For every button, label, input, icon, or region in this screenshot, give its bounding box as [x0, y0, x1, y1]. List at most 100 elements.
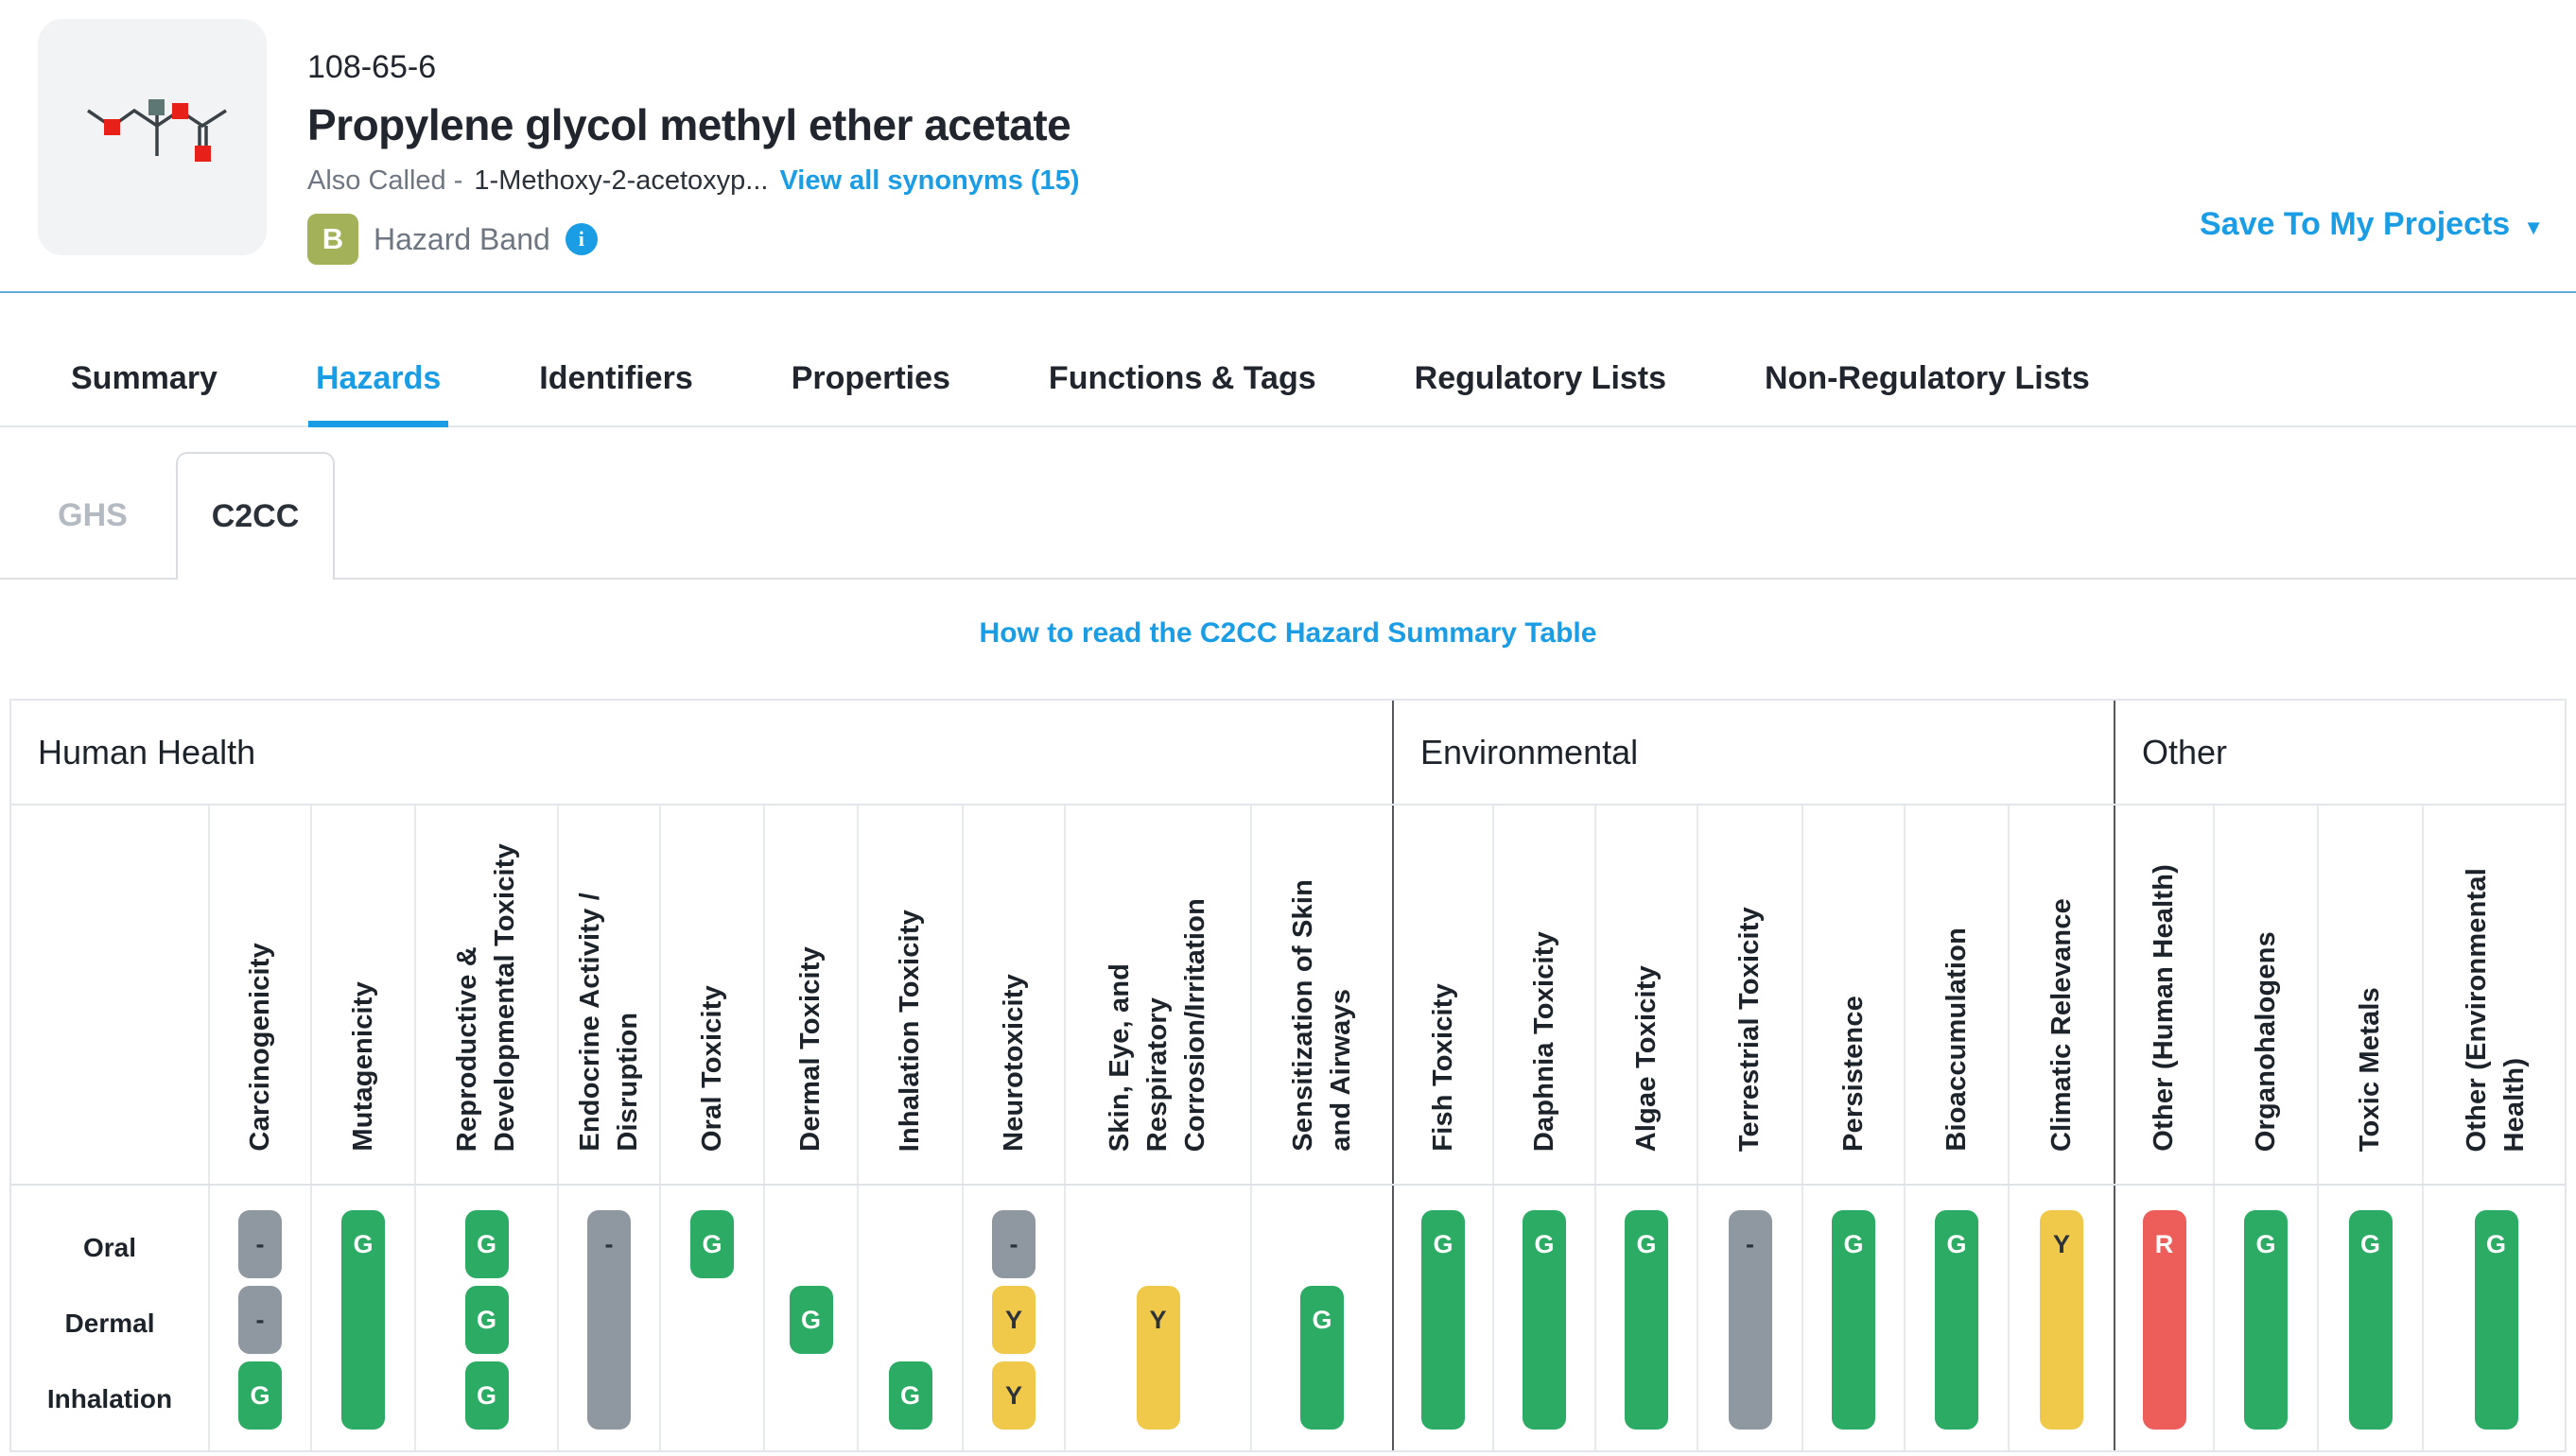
table-section-header-row: Human Health Environmental Other [11, 701, 2565, 806]
hazard-badge-y: Y [1136, 1286, 1180, 1430]
also-called-value: 1-Methoxy-2-acetoxyp... [474, 165, 769, 196]
hazard-badge-value: G [1433, 1229, 1453, 1258]
column-header: Bioaccumulation [1904, 806, 2008, 1184]
column-header-label: Terrestrial Toxicity [1734, 906, 1766, 1152]
hazard-badge-value: G [476, 1229, 496, 1258]
subtab-ghs[interactable]: GHS [58, 497, 128, 533]
table-column-header-row: Carcinogenicity Mutagenicity Reproductive … [11, 806, 2565, 1186]
hazard-badge-g: G [789, 1286, 833, 1354]
howto-row: How to read the C2CC Hazard Summary Tabl… [0, 617, 2576, 672]
hazard-badge-value: G [1946, 1229, 1967, 1258]
hazard-badge-g: G [1935, 1210, 1978, 1430]
hazard-badge-value: G [1843, 1229, 1864, 1258]
hazard-badge-value: Y [2052, 1229, 2070, 1258]
hazard-column-cells: G [857, 1186, 962, 1450]
column-header-label: Mutagenicity [347, 981, 378, 1152]
column-header-label: Skin, Eye, and Respiratory Corrosion/Irr… [1105, 897, 1211, 1152]
hazard-band-badge: B [307, 214, 358, 265]
hazard-badge-value: G [1312, 1305, 1332, 1334]
header-spacer-cell [11, 806, 208, 1184]
column-header-label: Organohalogens [2250, 930, 2281, 1152]
hazard-column-cells: Y [2008, 1186, 2114, 1450]
column-header: Oral Toxicity [659, 806, 763, 1184]
hazard-badge-value: G [899, 1380, 920, 1410]
column-header-label: Daphnia Toxicity [1528, 930, 1559, 1152]
column-header: Mutagenicity [310, 806, 414, 1184]
hazard-badge-y: Y [2040, 1210, 2083, 1430]
tab-functions-tags[interactable]: Functions & Tags [1048, 360, 1316, 396]
cas-number: 108-65-6 [307, 49, 437, 85]
table-data-rows: Oral Dermal Inhalation - - G G G G G - G G G - Y Y Y G G G G -… [11, 1186, 2565, 1450]
view-all-synonyms-link[interactable]: View all synonyms (15) [779, 165, 1080, 196]
hazard-badge-g: G [690, 1210, 734, 1278]
hazard-badge-value: R [2154, 1229, 2174, 1258]
hazard-badge-na: - [587, 1210, 631, 1430]
hazard-badge-value: - [255, 1305, 265, 1334]
howto-read-table-link[interactable]: How to read the C2CC Hazard Summary Tabl… [979, 617, 1597, 649]
hazard-badge-value: G [702, 1229, 722, 1258]
hazard-badge-value: Y [1149, 1305, 1167, 1334]
hazard-badge-g: G [464, 1286, 509, 1354]
hazard-badge-g: G [2474, 1210, 2518, 1430]
hazard-badge-r: R [2142, 1210, 2186, 1430]
tab-hazards[interactable]: Hazards [307, 360, 449, 427]
hazard-column-cells: - [1697, 1186, 1801, 1450]
save-to-my-projects-button[interactable]: Save To My Projects ▼ [2200, 206, 2544, 243]
column-header-label: Climatic Relevance [2045, 898, 2077, 1152]
section-header-other: Other [2114, 701, 2568, 804]
caret-down-icon: ▼ [2523, 215, 2544, 239]
column-header: Sensitization of Skin and Airways [1250, 806, 1392, 1184]
column-header: Fish Toxicity [1392, 806, 1492, 1184]
tab-regulatory-lists[interactable]: Regulatory Lists [1414, 360, 1667, 396]
hazard-badge-g: G [1523, 1210, 1566, 1430]
hazard-column-cells: G [1250, 1186, 1392, 1450]
hazard-badge-na: - [238, 1286, 282, 1354]
tab-identifiers[interactable]: Identifiers [539, 360, 693, 396]
hazard-badge-value: G [353, 1229, 374, 1258]
column-header: Daphnia Toxicity [1492, 806, 1594, 1184]
hazard-badge-g: G [238, 1361, 282, 1430]
hazard-badge-g: G [464, 1210, 509, 1278]
column-header: Carcinogenicity [208, 806, 310, 1184]
tab-properties[interactable]: Properties [791, 360, 950, 396]
hazard-column-cells: G [2317, 1186, 2422, 1450]
row-label-inhalation: Inhalation [46, 1384, 173, 1413]
hazard-badge-g: G [2348, 1210, 2393, 1430]
hazard-badge-value: G [1636, 1229, 1657, 1258]
hazard-column-cells: Y [1064, 1186, 1250, 1450]
column-header-label: Neurotoxicity [998, 974, 1029, 1152]
row-label-oral: Oral [82, 1233, 137, 1262]
column-header-label: Oral Toxicity [696, 984, 727, 1152]
hazard-badge-g: G [341, 1210, 385, 1430]
hazard-band-row: B Hazard Band i [307, 214, 1079, 265]
column-header: Organohalogens [2213, 806, 2317, 1184]
molecule-structure-image [38, 19, 267, 255]
hazard-column-cells: - - G [208, 1186, 310, 1450]
hazard-column-cells: G [1801, 1186, 1904, 1450]
hazard-badge-na: - [992, 1210, 1036, 1278]
hazard-column-cells: - Y Y [962, 1186, 1064, 1450]
hazard-badge-value: G [2485, 1229, 2506, 1258]
hazard-badge-g: G [2244, 1210, 2288, 1430]
column-header: Other (Environmental Health) [2422, 806, 2568, 1184]
hazard-column-cells: G [1904, 1186, 2008, 1450]
hazard-badge-g: G [1832, 1210, 1875, 1430]
subtab-c2cc[interactable]: C2CC [176, 452, 335, 580]
also-called-row: Also Called - 1-Methoxy-2-acetoxyp... Vi… [307, 165, 1079, 197]
hazard-badge-na: - [238, 1210, 282, 1278]
chemical-header: 108-65-6 Propylene glycol methyl ether a… [0, 0, 2576, 293]
column-header: Skin, Eye, and Respiratory Corrosion/Irr… [1064, 806, 1250, 1184]
hazard-badge-value: - [255, 1229, 265, 1258]
hazard-column-cells: G [1492, 1186, 1594, 1450]
tab-summary[interactable]: Summary [71, 360, 218, 396]
column-header-label: Fish Toxicity [1427, 983, 1458, 1152]
column-header: Toxic Metals [2317, 806, 2422, 1184]
info-icon[interactable]: i [565, 223, 598, 255]
column-header: Terrestrial Toxicity [1697, 806, 1801, 1184]
column-header: Dermal Toxicity [763, 806, 857, 1184]
column-header-label: Other (Environmental Health) [2462, 867, 2531, 1153]
hazard-badge-value: G [2255, 1229, 2276, 1258]
tab-non-regulatory-lists[interactable]: Non-Regulatory Lists [1765, 360, 2090, 396]
column-header: Other (Human Health) [2114, 806, 2213, 1184]
hazard-badge-value: - [604, 1229, 614, 1258]
